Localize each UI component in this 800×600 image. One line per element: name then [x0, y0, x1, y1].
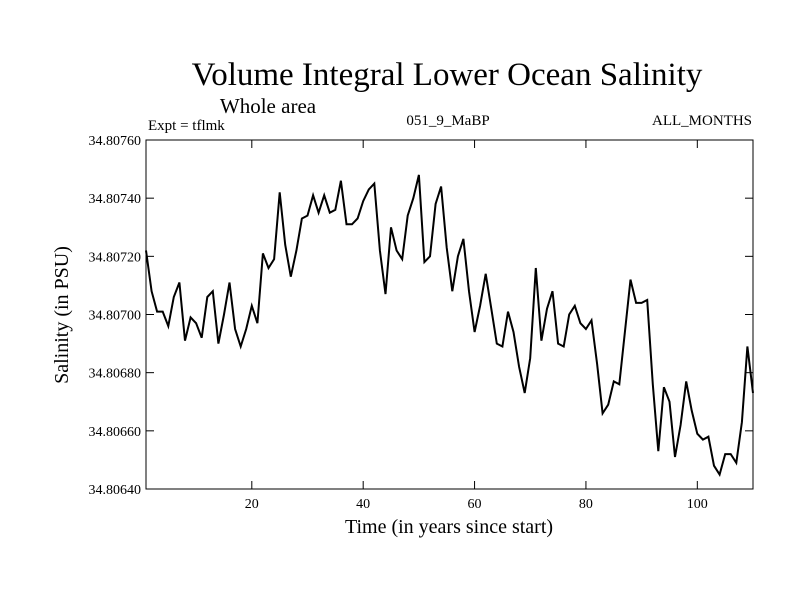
x-tick-label: 20: [245, 497, 259, 512]
y-tick-label: 34.80640: [89, 483, 142, 498]
x-tick-label: 100: [687, 497, 708, 512]
period-label: ALL_MONTHS: [652, 113, 752, 129]
x-axis-label: Time (in years since start): [345, 516, 553, 538]
series-line-salinity: [145, 174, 754, 477]
y-tick-label: 34.80740: [89, 192, 142, 207]
x-tick-label: 80: [579, 497, 593, 512]
series-layer: [145, 174, 754, 477]
y-axis-label: Salinity (in PSU): [51, 246, 73, 384]
y-tick-label: 34.80660: [89, 425, 142, 440]
y-tick-label: 34.80680: [89, 367, 142, 382]
plot-frame: [145, 139, 754, 490]
run-label: 051_9_MaBP: [406, 113, 489, 129]
y-tick-label: 34.80700: [89, 309, 142, 324]
y-tick-label: 34.80720: [89, 250, 142, 265]
axis-ticks: 20 40 60 80 100 34.80640 34.80660 34.80680 34.80…: [89, 134, 753, 512]
y-tick-label: 34.80760: [89, 134, 142, 149]
chart-subtitle: Whole area: [220, 94, 317, 118]
x-tick-label: 60: [468, 497, 482, 512]
x-tick-label: 40: [356, 497, 370, 512]
chart-title: Volume Integral Lower Ocean Salinity: [192, 57, 703, 93]
experiment-label: Expt = tflmk: [148, 118, 225, 134]
